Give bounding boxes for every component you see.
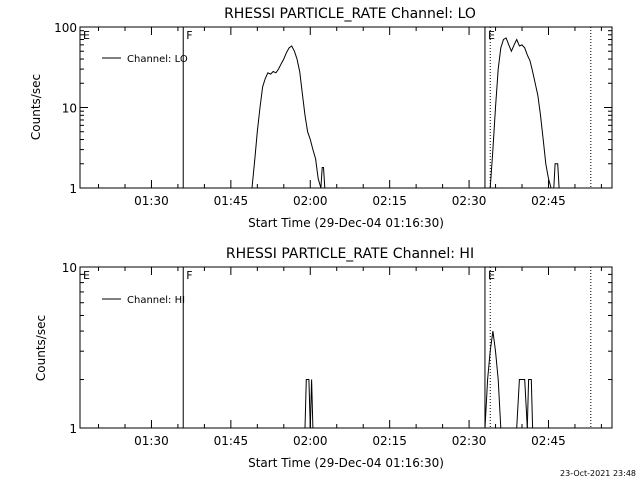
y-tick-label: 100	[54, 21, 77, 35]
x-tick-label: 02:00	[293, 194, 328, 208]
series-line-segment	[304, 379, 311, 429]
event-marker-label: E	[83, 269, 90, 282]
panel-lo-plot-area: 1 10 100 01:30 01:45 02:00 02:15 02:30 02:45 E F E	[54, 21, 613, 208]
y-tick-label: 10	[62, 102, 77, 116]
x-tick-label: 01:45	[214, 194, 249, 208]
x-tick-label: 02:00	[293, 434, 328, 448]
panel-hi-plot-area: 1 10 01:30 01:45 02:00 02:15 02:30 02:45 E F E	[62, 261, 613, 448]
x-tick-label: 02:15	[372, 434, 407, 448]
x-tick-label: 01:30	[134, 434, 169, 448]
event-marker-label: E	[488, 269, 495, 282]
legend-label-hi: Channel: HI	[127, 295, 185, 306]
x-tick-label: 01:30	[134, 194, 169, 208]
footer-timestamp: 23-Oct-2021 23:48	[560, 469, 636, 478]
y-tick-label: 10	[62, 261, 77, 275]
x-tick-label: 02:15	[372, 194, 407, 208]
panel-lo-xlabel: Start Time (29-Dec-04 01:16:30)	[248, 216, 444, 230]
series-line-segment	[484, 331, 502, 429]
series-line-segment	[489, 37, 552, 189]
x-tick-label: 02:30	[452, 434, 487, 448]
series-line-segment	[309, 379, 314, 429]
series-line-segment	[526, 379, 534, 429]
panel-lo-ylabel: Counts/sec	[29, 74, 43, 140]
x-tick-label: 02:45	[531, 434, 566, 448]
event-marker-label: E	[83, 29, 90, 42]
event-marker-label: E	[488, 29, 495, 42]
series-line-segment	[251, 45, 322, 189]
x-tick-label: 01:45	[214, 434, 249, 448]
y-tick-label: 1	[69, 422, 77, 436]
y-tick-label: 1	[69, 182, 77, 196]
panel-hi-legend: Channel: HI	[102, 295, 185, 306]
panel-hi-title: RHESSI PARTICLE_RATE Channel: HI	[226, 246, 474, 262]
series-line-segment	[516, 379, 528, 429]
event-marker-label: F	[186, 29, 192, 42]
panel-hi: RHESSI PARTICLE_RATE Channel: HI Counts/…	[34, 246, 613, 470]
panel-lo: RHESSI PARTICLE_RATE Channel: LO Counts/…	[29, 6, 613, 230]
panel-lo-legend: Channel: LO	[102, 54, 188, 65]
panel-lo-title: RHESSI PARTICLE_RATE Channel: LO	[224, 6, 476, 22]
series-line-segment	[553, 163, 560, 189]
series-line-segment	[320, 167, 326, 189]
plot-frame	[79, 266, 613, 429]
panel-hi-ylabel: Counts/sec	[34, 315, 48, 381]
x-tick-label: 02:45	[531, 194, 566, 208]
event-marker-label: F	[186, 269, 192, 282]
legend-label-lo: Channel: LO	[127, 54, 188, 65]
panel-hi-xlabel: Start Time (29-Dec-04 01:16:30)	[248, 456, 444, 470]
x-tick-label: 02:30	[452, 194, 487, 208]
